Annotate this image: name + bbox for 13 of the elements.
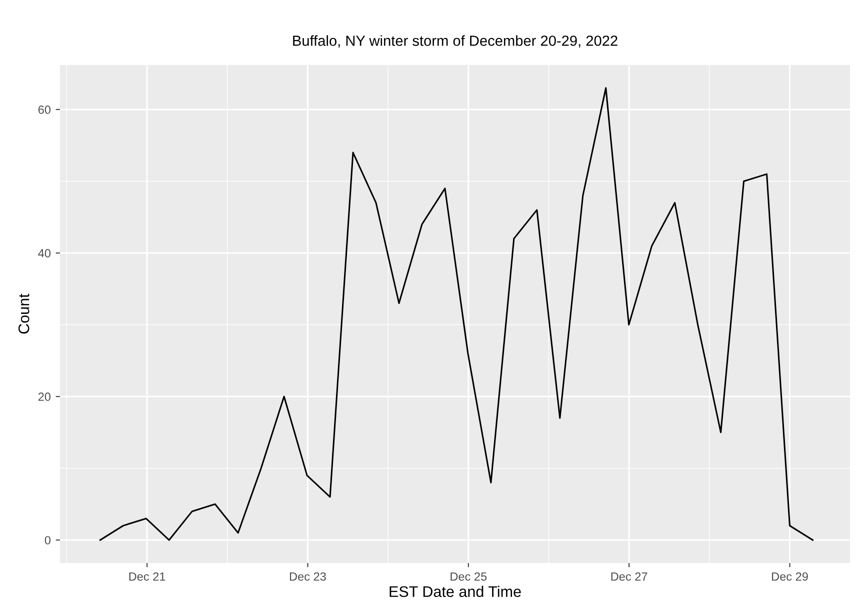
y-tick-label: 40 bbox=[38, 249, 51, 258]
x-axis-title: EST Date and Time bbox=[390, 586, 521, 598]
y-tick-label: 60 bbox=[38, 106, 51, 114]
y-axis-title: Count bbox=[18, 294, 30, 334]
y-tick-label: 20 bbox=[38, 392, 51, 401]
x-tick-label: Dec 23 bbox=[290, 572, 326, 581]
x-tick-label: Dec 25 bbox=[450, 572, 487, 581]
x-tick-label: Dec 21 bbox=[129, 572, 166, 581]
line-series bbox=[99, 87, 814, 541]
chart-subtitle: Buffalo, NY winter storm of December 20-29, 2022 bbox=[293, 35, 618, 48]
y-tick-label: 0 bbox=[44, 536, 51, 544]
x-tick-label: Dec 29 bbox=[772, 572, 808, 581]
x-tick-label: Dec 27 bbox=[611, 572, 648, 581]
